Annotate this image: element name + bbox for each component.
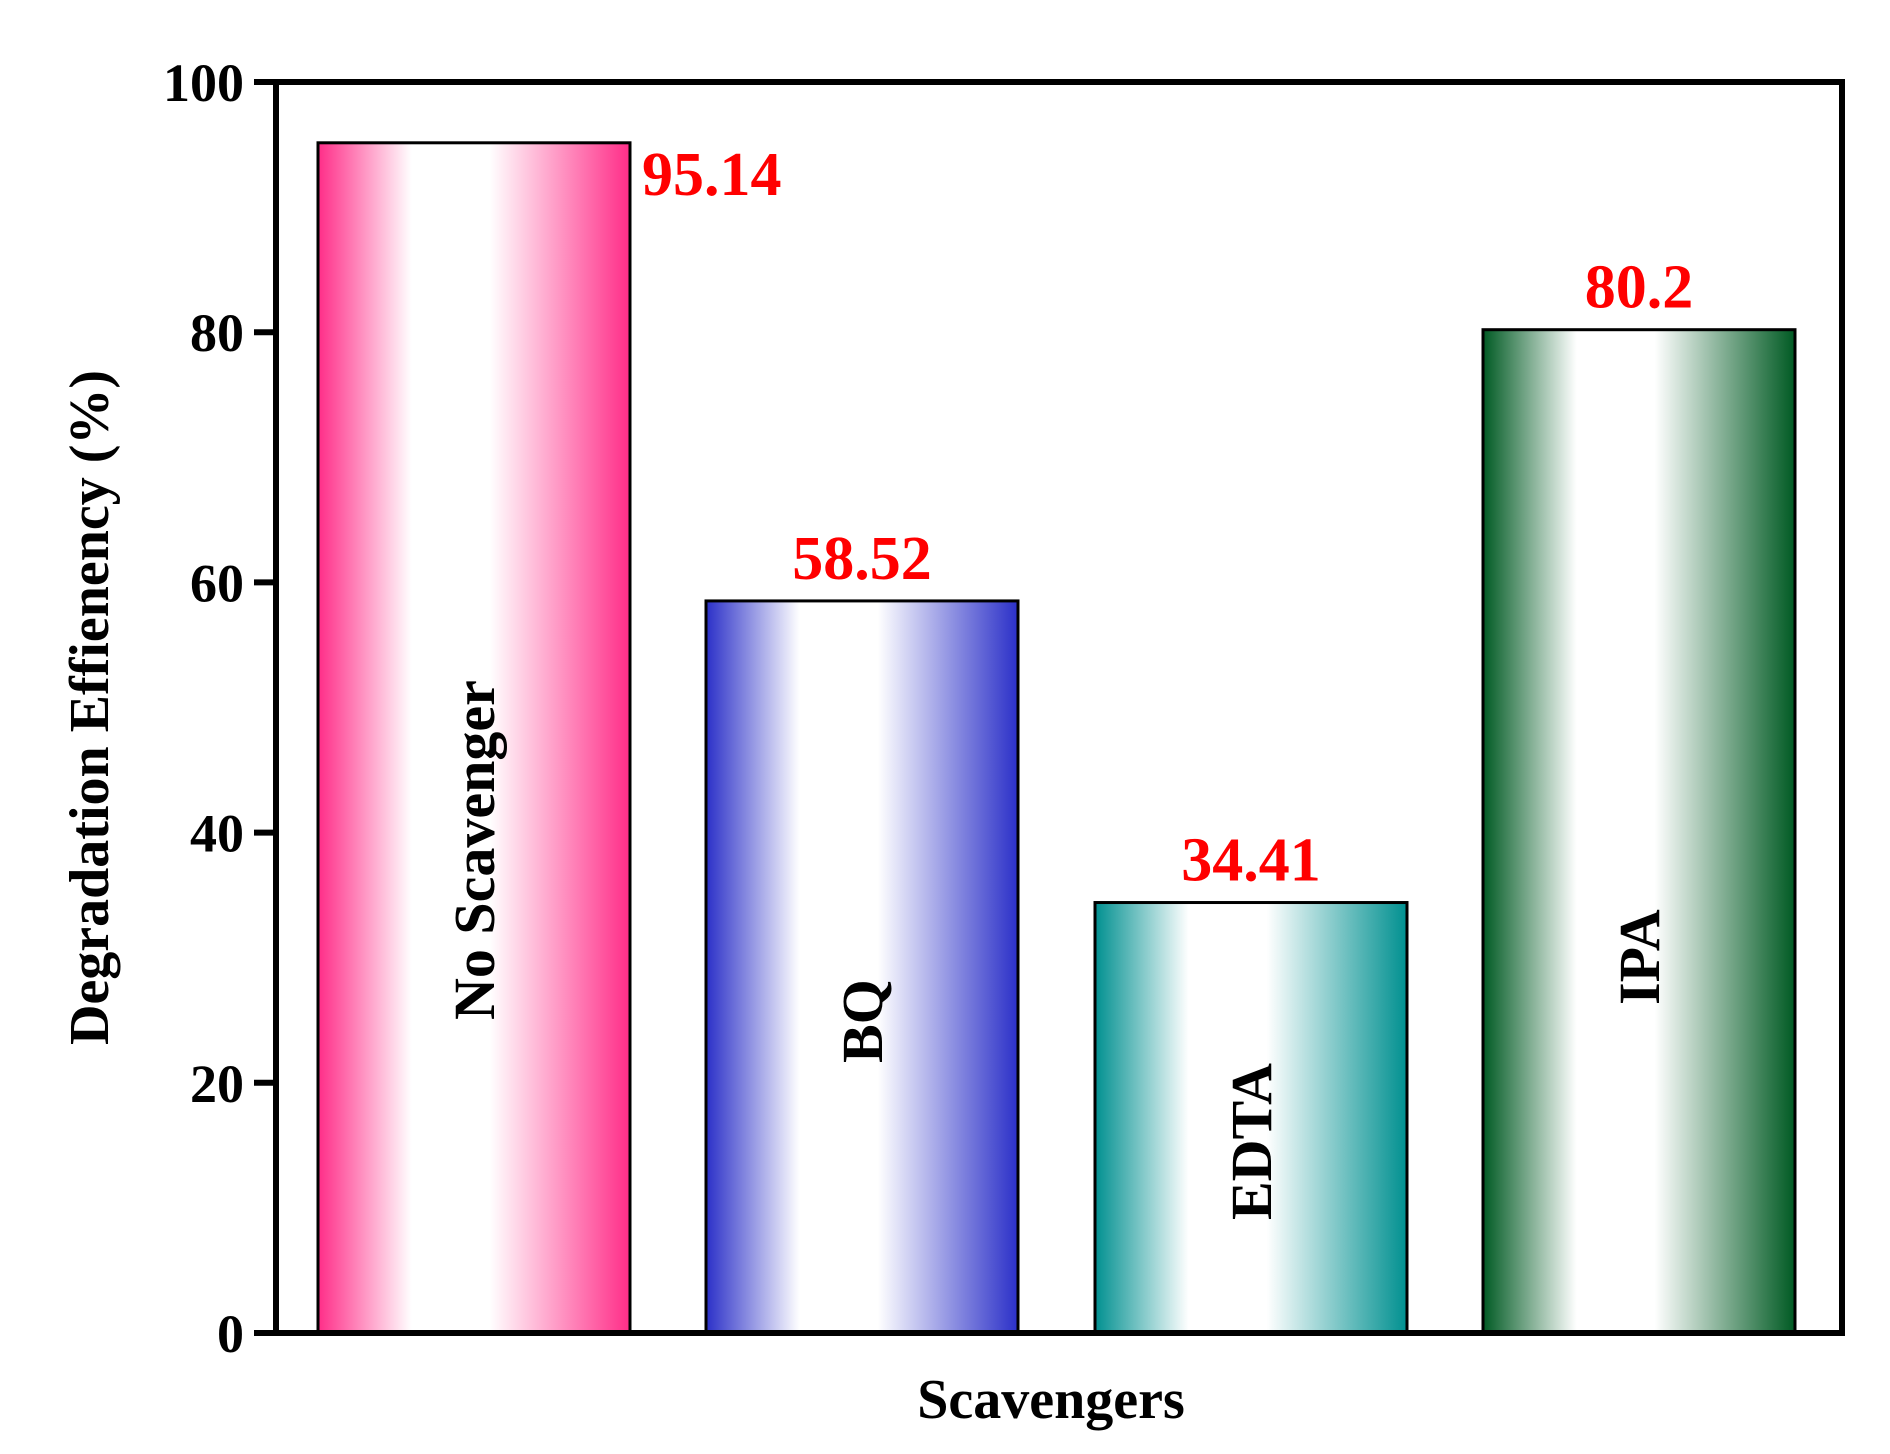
x-axis-title: Scavengers [917, 1369, 1185, 1431]
data-label: 95.14 [642, 141, 782, 209]
data-label: 34.41 [1181, 827, 1321, 895]
bar-category-label: No Scavenger [442, 680, 507, 1020]
bar-edta [1093, 901, 1409, 1335]
plot-frame [273, 79, 1845, 1336]
y-tick-label: 0 [217, 1304, 244, 1364]
y-tick-label: 100 [163, 53, 244, 113]
bars-layer: 95.14 No Scavenger 58.52 BQ 34.41 EDTA 80.2 IPA [316, 141, 1797, 1335]
data-label: 58.52 [792, 525, 932, 593]
y-tick-label: 20 [190, 1054, 244, 1114]
bar-category-label: IPA [1607, 909, 1672, 1005]
bar-bq [704, 599, 1020, 1335]
data-label: 80.2 [1585, 254, 1694, 322]
bar-category-label: BQ [830, 979, 895, 1063]
y-axis-title: Degradation Effienency (%) [59, 370, 121, 1045]
y-tick-label: 80 [190, 303, 244, 363]
y-axis-ticks: 0 20 40 60 80 100 [163, 53, 276, 1364]
bar-no-scavenger [316, 141, 632, 1335]
bar-ipa [1481, 328, 1797, 1335]
y-tick-label: 60 [190, 553, 244, 613]
bar-category-label: EDTA [1219, 1063, 1284, 1220]
y-tick-label: 40 [190, 804, 244, 864]
